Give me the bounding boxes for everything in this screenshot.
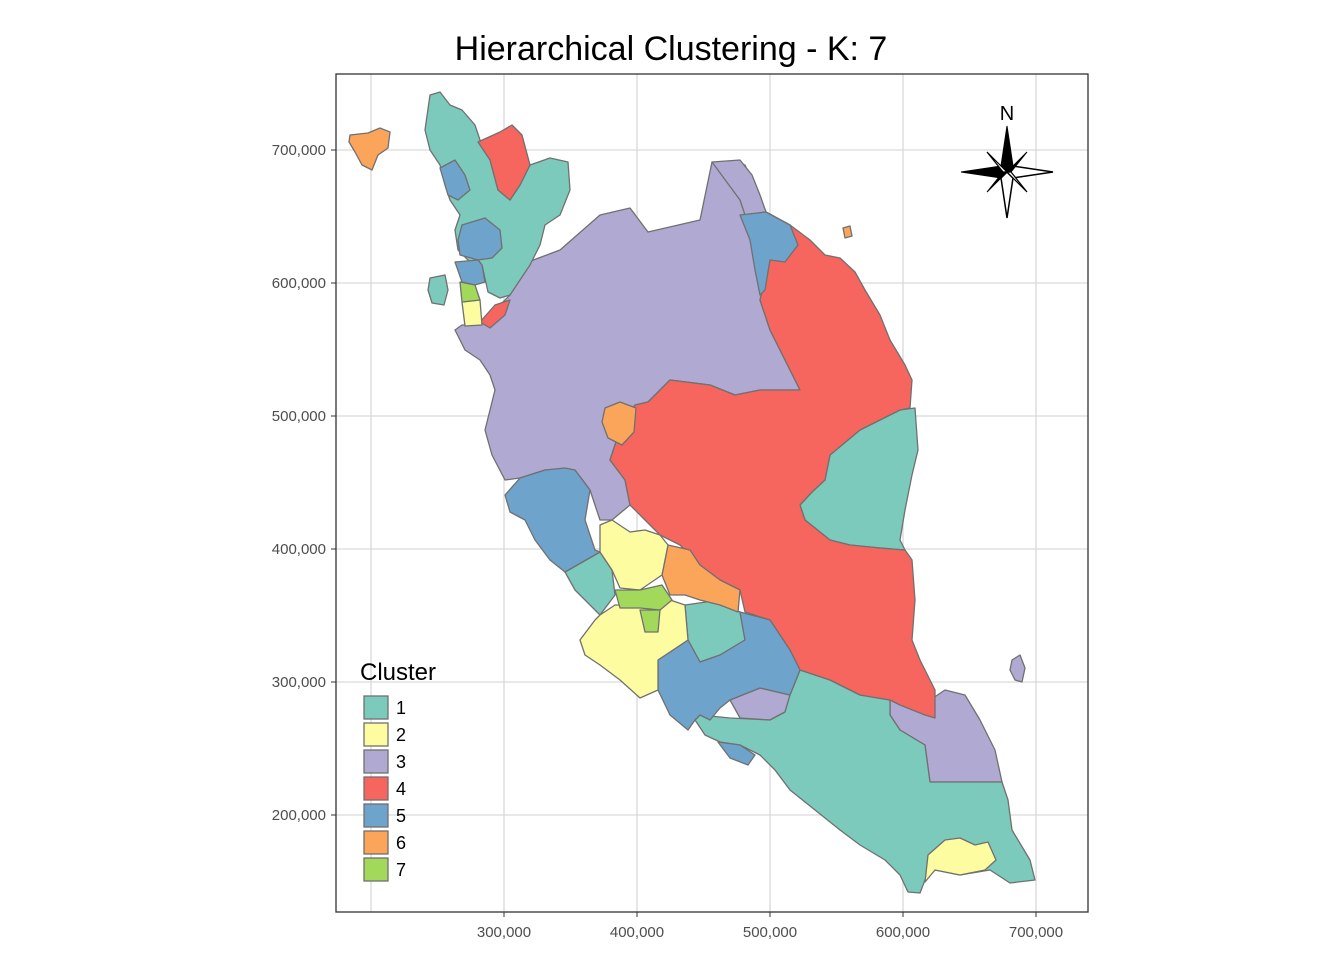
region-cluster-5-northeast [739,211,799,296]
region-cluster-7-south [614,584,673,611]
legend-swatch-7 [363,857,389,882]
y-tick-label: 700,000 [272,142,326,159]
legend-label-3: 3 [396,752,406,772]
legend-label-7: 7 [396,860,406,880]
region-cluster-3-north [711,159,767,216]
region-cluster-5-northwest-2 [457,217,503,261]
region-cluster-2-south [924,837,997,883]
y-tick-label: 600,000 [272,275,326,292]
legend-items: 1 2 3 4 5 6 7 [363,695,406,882]
legend-label-6: 6 [396,833,406,853]
region-cluster-2-southwest [579,599,689,699]
x-tick-label: 700,000 [1009,924,1063,941]
region-cluster-7-south-2 [639,609,661,633]
y-axis-ticks: 700,000 600,000 500,000 400,000 300,000 200,0… [272,142,336,824]
legend-label-1: 1 [396,698,406,718]
region-cluster-1-island [427,274,449,306]
legend-swatch-3 [363,749,389,774]
region-cluster-7-north [459,281,481,303]
legend-swatch-6 [363,830,389,855]
y-tick-label: 500,000 [272,408,326,425]
region-cluster-6-tiny [842,225,853,239]
legend-label-2: 2 [396,725,406,745]
legend-title: Cluster [360,659,436,686]
x-tick-label: 400,000 [610,924,664,941]
region-cluster-4-east-coast [609,224,936,719]
x-axis-ticks: 300,000 400,000 500,000 600,000 700,000 [477,912,1063,941]
legend-swatch-1 [363,695,389,720]
y-tick-label: 200,000 [272,807,326,824]
region-cluster-5-northwest [439,159,471,201]
region-cluster-5-south [657,611,801,731]
region-cluster-6-central [601,401,637,446]
region-cluster-4-northwest [477,124,531,201]
legend: Cluster 1 2 3 4 5 6 7 [360,659,436,882]
legend-label-5: 5 [396,806,406,826]
north-arrow-icon: N [960,103,1054,219]
region-cluster-5-west [504,467,601,573]
map-title: Hierarchical Clustering - K: 7 [455,30,888,68]
map-regions [348,91,1036,894]
legend-swatch-5 [363,803,389,828]
north-label: N [1000,103,1014,125]
region-cluster-6-south [661,544,741,613]
region-cluster-6-island [348,127,391,171]
y-tick-label: 300,000 [272,674,326,691]
legend-swatch-4 [363,776,389,801]
x-tick-label: 500,000 [743,924,797,941]
map-panel-border [335,73,1089,913]
region-cluster-2-central [599,519,669,591]
region-cluster-2-north [461,299,483,327]
legend-label-4: 4 [396,779,406,799]
legend-swatch-2 [363,722,389,747]
region-cluster-3-island [1009,654,1026,683]
region-cluster-5-coast [717,741,756,766]
x-tick-label: 600,000 [876,924,930,941]
y-tick-label: 400,000 [272,541,326,558]
region-cluster-4-small [479,299,511,329]
x-tick-label: 300,000 [477,924,531,941]
